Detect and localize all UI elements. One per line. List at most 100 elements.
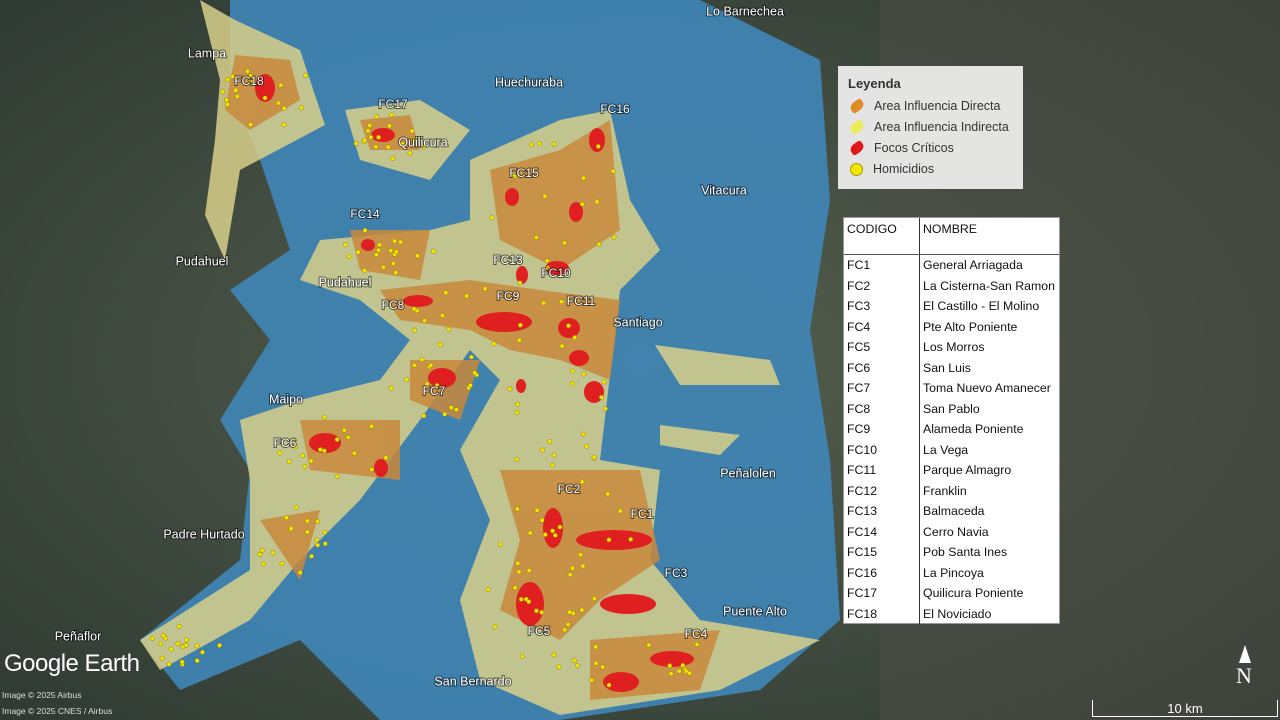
place-label: Quilicura (398, 135, 447, 149)
code-cell: FC16 (844, 562, 920, 583)
code-cell: FC7 (844, 378, 920, 399)
critical-foci (255, 74, 694, 692)
focus-label: FC17 (378, 97, 408, 111)
place-label: Peñaflor (55, 629, 102, 643)
legend-item: Focos Críticos (848, 139, 954, 157)
credit: Image © 2025 CNES / Airbus (2, 706, 113, 716)
legend-label: Homicidios (873, 162, 935, 176)
focus-label: FC6 (274, 436, 297, 450)
code-cell: FC2 (844, 275, 920, 296)
place-label: Santiago (613, 315, 662, 329)
legend-swatch (847, 159, 866, 179)
code-cell: FC3 (844, 296, 920, 317)
code-cell: FC5 (844, 337, 920, 358)
table-row: FC14 Cerro Navia (844, 521, 1059, 542)
place-label: Huechuraba (495, 75, 563, 89)
code-cell: FC15 (844, 542, 920, 563)
legend-swatch (848, 97, 866, 115)
table-row: FC16 La Pincoya (844, 562, 1059, 583)
focus-label: FC16 (600, 102, 630, 116)
table-row: FC10 La Vega (844, 439, 1059, 460)
legend-swatch (848, 139, 866, 157)
place-label: Maipo (269, 392, 303, 406)
code-cell: FC4 (844, 316, 920, 337)
focus-label: FC4 (685, 627, 708, 641)
name-cell: General Arriagada (923, 258, 1023, 273)
focus-label: FC9 (497, 289, 520, 303)
place-label: Lampa (188, 46, 226, 60)
credit: Image © 2025 Airbus (2, 690, 82, 700)
place-label: Vitacura (701, 183, 747, 197)
place-label: Peñalolen (720, 466, 776, 480)
legend-label: Area Influencia Indirecta (874, 120, 1009, 134)
name-cell: La Pincoya (923, 565, 984, 580)
legend-label: Focos Críticos (874, 141, 954, 155)
place-label: Puente Alto (723, 604, 787, 618)
name-cell: Los Morros (923, 340, 985, 355)
place-label: Pudahuel (319, 275, 372, 289)
legend-title: Leyenda (848, 76, 901, 91)
focus-label: FC13 (493, 253, 523, 267)
place-label: Padre Hurtado (163, 527, 244, 541)
code-cell: FC18 (844, 603, 920, 624)
table-row: FC4 Pte Alto Poniente (844, 316, 1059, 337)
name-cell: La Cisterna-San Ramon (923, 278, 1055, 293)
name-cell: El Castillo - El Molino (923, 299, 1040, 314)
legend-item: Area Influencia Directa (848, 97, 1001, 115)
code-cell: FC6 (844, 357, 920, 378)
name-cell: Parque Almagro (923, 463, 1012, 478)
name-cell: San Luis (923, 360, 971, 375)
table-row: FC17 Quilicura Poniente (844, 583, 1059, 604)
name-cell: Toma Nuevo Amanecer (923, 381, 1051, 396)
place-label: San Bernardo (434, 674, 511, 688)
focus-label: FC15 (509, 166, 539, 180)
place-label: Pudahuel (176, 254, 229, 268)
name-cell: La Vega (923, 442, 969, 457)
name-cell: Franklin (923, 483, 967, 498)
code-cell: FC13 (844, 501, 920, 522)
legend-item: Area Influencia Indirecta (848, 118, 1009, 136)
table-row: FC6 San Luis (844, 357, 1059, 378)
focus-label: FC5 (528, 624, 551, 638)
table-row: FC9 Alameda Poniente (844, 419, 1059, 440)
focus-label: FC8 (382, 298, 405, 312)
table-row: FC3 El Castillo - El Molino (844, 296, 1059, 317)
north-label: N (1236, 663, 1252, 688)
header-cell: CODIGO (844, 218, 920, 254)
code-cell: FC11 (844, 460, 920, 481)
table-row: FC5 Los Morros (844, 337, 1059, 358)
focus-label: FC18 (234, 74, 264, 88)
place-label: Lo Barnechea (706, 4, 784, 18)
table-row: FC13 Balmaceda (844, 501, 1059, 522)
focus-label: FC11 (567, 294, 596, 308)
brand: Google Earth (4, 650, 140, 677)
focus-label: FC7 (423, 384, 446, 398)
table-row: FC7 Toma Nuevo Amanecer (844, 378, 1059, 399)
name-cell: El Noviciado (923, 606, 992, 621)
focus-label: FC2 (558, 482, 581, 496)
name-cell: Balmaceda (923, 504, 985, 519)
table-row: FC15 Pob Santa Ines (844, 542, 1059, 563)
table-row: FC11 Parque Almagro (844, 460, 1059, 481)
table-row: FC2 La Cisterna-San Ramon (844, 275, 1059, 296)
north-arrow: N (1236, 645, 1252, 689)
code-cell: FC10 (844, 439, 920, 460)
name-cell: Cerro Navia (923, 524, 989, 539)
legend-label: Area Influencia Directa (874, 99, 1001, 113)
homicide-points (149, 68, 700, 688)
name-cell: Alameda Poniente (923, 422, 1024, 437)
table-row: FC8 San Pablo (844, 398, 1059, 419)
name-cell: San Pablo (923, 401, 980, 416)
code-cell: FC17 (844, 583, 920, 604)
focus-table: CODIGO NOMBRE FC1 General Arriagada FC2 La … (843, 217, 1060, 624)
code-cell: FC1 (844, 255, 920, 276)
focus-label: FC14 (350, 207, 380, 221)
focus-label: FC1 (631, 507, 654, 521)
name-cell: Quilicura Poniente (923, 586, 1024, 601)
legend-item: Homicidios (847, 159, 935, 179)
legend-swatch (848, 118, 866, 136)
code-cell: FC14 (844, 521, 920, 542)
table-row: FC1 General Arriagada (844, 255, 1059, 276)
